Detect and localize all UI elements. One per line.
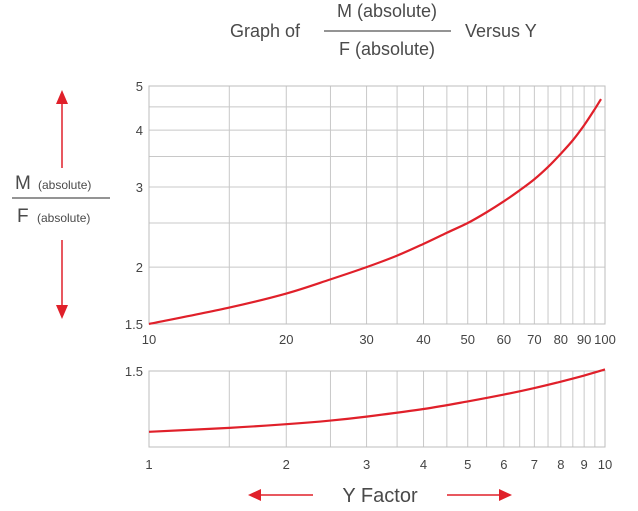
y-up-arrow bbox=[56, 90, 68, 168]
x-right-arrow-head bbox=[499, 489, 512, 501]
title-prefix: Graph of bbox=[230, 21, 301, 41]
y-tick-label: 1.5 bbox=[125, 317, 143, 332]
x-tick-label: 90 bbox=[577, 332, 591, 347]
title-denominator: F (absolute) bbox=[339, 39, 435, 59]
ylabel-sub-bottom: (absolute) bbox=[37, 211, 90, 225]
y-tick-label: 5 bbox=[136, 79, 143, 94]
y-axis-label: M (absolute) F (absolute) bbox=[12, 173, 110, 227]
top-chart-ticks: 10 20 30 40 50 60 70 80 90 100 1.5 2 3 4 5 bbox=[125, 79, 616, 347]
plot-frame bbox=[148, 85, 606, 325]
x-tick-label: 60 bbox=[497, 332, 511, 347]
ylabel-main-bottom: F bbox=[17, 206, 29, 227]
x-tick-label: 6 bbox=[500, 457, 507, 472]
y-tick-label: 3 bbox=[136, 180, 143, 195]
x-tick-label: 70 bbox=[527, 332, 541, 347]
x-tick-label: 4 bbox=[420, 457, 427, 472]
x-tick-label: 50 bbox=[460, 332, 474, 347]
x-tick-label: 3 bbox=[363, 457, 370, 472]
x-tick-label: 30 bbox=[359, 332, 373, 347]
x-tick-label: 100 bbox=[594, 332, 616, 347]
plot-frame bbox=[148, 370, 606, 448]
y-tick-label: 4 bbox=[136, 123, 143, 138]
bottom-chart-ticks: 1 2 3 4 5 6 7 8 9 10 1.5 bbox=[125, 364, 612, 472]
x-tick-label: 2 bbox=[283, 457, 290, 472]
y-down-arrow bbox=[56, 240, 68, 319]
x-tick-label: 80 bbox=[554, 332, 568, 347]
x-left-arrow-head bbox=[248, 489, 261, 501]
x-tick-label: 10 bbox=[598, 457, 612, 472]
top-chart-grid bbox=[148, 85, 606, 325]
x-tick-label: 1 bbox=[145, 457, 152, 472]
bottom-chart-series-line bbox=[148, 368, 606, 433]
bottom-chart-grid bbox=[148, 370, 606, 448]
ylabel-sub-top: (absolute) bbox=[38, 178, 91, 192]
title-numerator: M (absolute) bbox=[337, 1, 437, 21]
x-axis-label: Y Factor bbox=[248, 485, 512, 507]
y-tick-label: 1.5 bbox=[125, 364, 143, 379]
y-tick-label: 2 bbox=[136, 260, 143, 275]
top-chart-series-line bbox=[148, 98, 602, 326]
x-tick-label: 20 bbox=[279, 332, 293, 347]
title-suffix: Versus Y bbox=[465, 21, 537, 41]
x-tick-label: 8 bbox=[557, 457, 564, 472]
ylabel-main-top: M bbox=[15, 173, 31, 194]
x-tick-label: 10 bbox=[142, 332, 156, 347]
x-tick-label: 5 bbox=[464, 457, 471, 472]
xlabel: Y Factor bbox=[342, 485, 418, 507]
chart-title: Graph of M (absolute) F (absolute) Versu… bbox=[230, 1, 537, 59]
x-tick-label: 9 bbox=[581, 457, 588, 472]
x-tick-label: 40 bbox=[416, 332, 430, 347]
x-tick-label: 7 bbox=[531, 457, 538, 472]
